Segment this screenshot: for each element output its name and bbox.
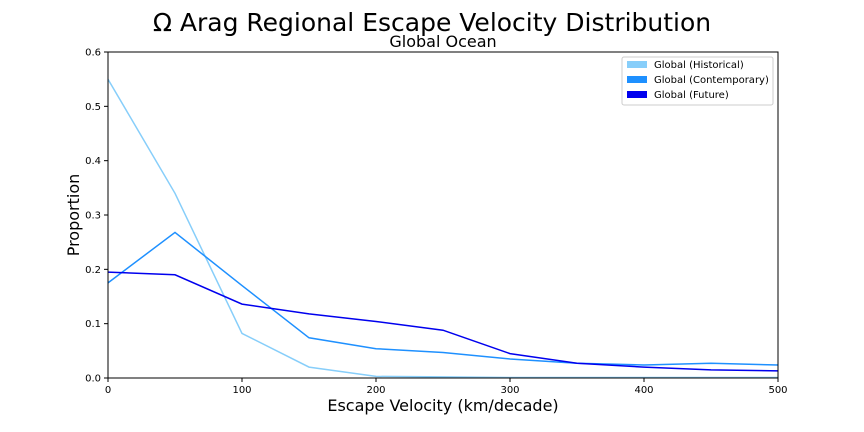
- y-tick-label: 0.0: [85, 374, 101, 385]
- y-axis-label: Proportion: [64, 174, 83, 257]
- legend-label-1: Global (Contemporary): [654, 75, 769, 86]
- y-tick-label: 0.4: [85, 156, 101, 167]
- series-line-1: [107, 231, 779, 366]
- chart-subtitle: Global Ocean: [389, 32, 496, 51]
- legend-swatch-0: [627, 61, 647, 68]
- series-line-2: [107, 271, 779, 372]
- legend: Global (Historical) Global (Contemporary)…: [621, 56, 774, 106]
- chart-title: Ω Arag Regional Escape Velocity Distribu…: [153, 8, 711, 37]
- x-tick-label: 300: [500, 385, 519, 396]
- legend-box: [621, 56, 774, 106]
- x-tick-label: 100: [232, 385, 251, 396]
- legend-swatch-2: [627, 91, 647, 98]
- plot-lines: [107, 78, 779, 379]
- legend-label-2: Global (Future): [654, 90, 729, 101]
- x-tick-label: 400: [634, 385, 653, 396]
- x-axis-ticks: 0 100 200 300 400 500: [105, 378, 788, 396]
- x-axis-label: Escape Velocity (km/decade): [327, 396, 558, 415]
- x-tick-label: 0: [105, 385, 111, 396]
- y-tick-label: 0.5: [85, 102, 101, 113]
- y-axis-ticks: 0.0 0.1 0.2 0.3 0.4 0.5 0.6: [85, 48, 108, 385]
- y-tick-label: 0.1: [85, 319, 101, 330]
- x-tick-label: 500: [768, 385, 787, 396]
- y-tick-label: 0.3: [85, 211, 101, 222]
- series-line-0: [107, 78, 778, 379]
- x-tick-label: 200: [366, 385, 385, 396]
- legend-swatch-1: [627, 76, 647, 83]
- y-tick-label: 0.6: [85, 48, 101, 59]
- legend-label-0: Global (Historical): [654, 60, 744, 71]
- y-tick-label: 0.2: [85, 265, 101, 276]
